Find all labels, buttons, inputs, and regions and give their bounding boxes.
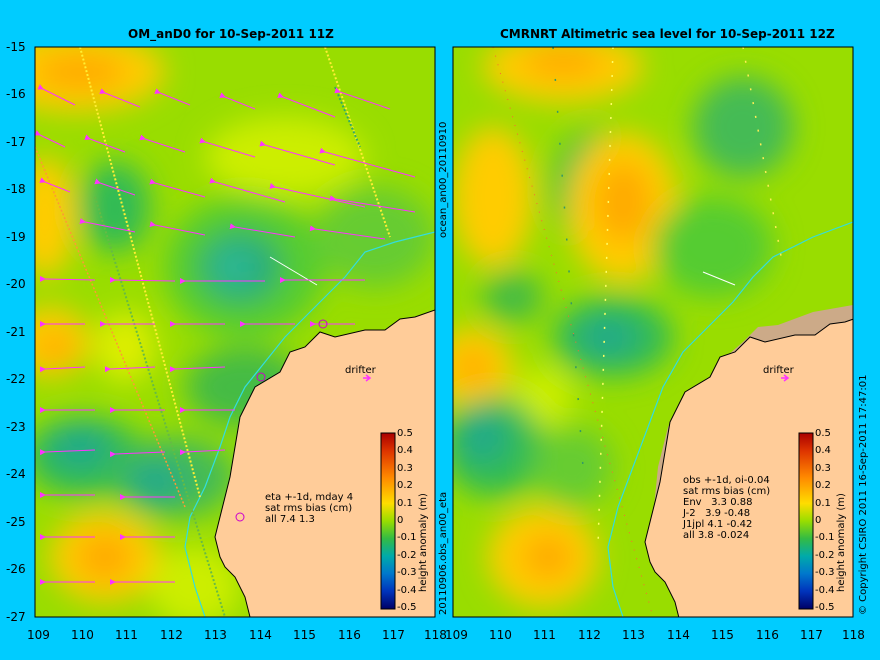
colorbar-left [380, 432, 396, 610]
colorbar-tick: -0.1 [815, 532, 835, 544]
colorbar-tick: 0.2 [397, 480, 413, 492]
x-tick: 109 [27, 628, 50, 642]
x-tick: 116 [338, 628, 361, 642]
side-label-left: 20110906.obs_an00_eta [438, 491, 449, 615]
colorbar-tick: 0.3 [397, 462, 413, 474]
x-tick: 114 [667, 628, 690, 642]
colorbar-tick: 0.5 [815, 428, 831, 439]
colorbar-tick: 0 [397, 515, 404, 526]
drifter-label-right: drifter [763, 365, 794, 376]
colorbar-tick: 0.4 [397, 445, 413, 457]
x-tick: 110 [71, 628, 94, 642]
colorbar-tick: 0 [815, 515, 822, 526]
colorbar-label-right: height anomaly (m) [836, 493, 847, 592]
x-tick: 111 [533, 628, 556, 642]
y-tick: -19 [6, 230, 26, 244]
y-tick: -27 [6, 610, 26, 624]
y-tick: -24 [6, 467, 26, 481]
y-tick: -23 [6, 420, 26, 434]
colorbar-right [798, 432, 814, 610]
colorbar-tick: 0.5 [397, 428, 413, 439]
y-tick: -18 [6, 182, 26, 196]
colorbar-tick: -0.1 [397, 532, 417, 544]
colorbar-label-left: height anomaly (m) [418, 493, 429, 592]
right-map [452, 46, 854, 618]
colorbar-tick: 0.1 [397, 497, 413, 509]
y-tick: -21 [6, 325, 26, 339]
x-tick: 114 [249, 628, 272, 642]
x-tick: 118 [842, 628, 865, 642]
y-tick: -16 [6, 87, 26, 101]
colorbar-tick: -0.3 [397, 567, 417, 579]
y-tick: -20 [6, 277, 26, 291]
x-tick: 111 [115, 628, 138, 642]
y-tick: -15 [6, 40, 26, 54]
colorbar-tick: -0.5 [815, 602, 835, 613]
colorbar-tick: -0.2 [815, 549, 835, 561]
colorbar-tick: -0.2 [397, 549, 417, 561]
x-tick: 117 [382, 628, 405, 642]
current-arrows [35, 84, 416, 585]
copyright-label: © Copyright CSIRO 2011 16-Sep-2011 17:47… [858, 374, 869, 615]
x-tick: 118 [424, 628, 447, 642]
colorbar-tick: -0.5 [397, 602, 417, 613]
y-tick: -26 [6, 562, 26, 576]
x-tick: 113 [204, 628, 227, 642]
colorbar-tick: -0.3 [815, 567, 835, 579]
x-tick: 116 [756, 628, 779, 642]
land-mass [214, 309, 435, 617]
x-tick: 109 [445, 628, 468, 642]
x-tick: 115 [293, 628, 316, 642]
annotation-right: obs +-1d, oi-0.04 sat rms bias (cm) Env … [683, 475, 771, 541]
colorbar-tick: 0.2 [815, 480, 831, 492]
drifter-label-left: drifter [345, 365, 376, 376]
y-tick: -17 [6, 135, 26, 149]
x-tick: 117 [800, 628, 823, 642]
y-tick: -25 [6, 515, 26, 529]
annotation-left: eta +-1d, mday 4 sat rms bias (cm) all 7… [265, 492, 354, 525]
y-tick: -22 [6, 372, 26, 386]
colorbar-tick: -0.4 [397, 584, 417, 596]
x-tick: 112 [578, 628, 601, 642]
side-label-right: ocean_an00_20110910 [438, 121, 449, 238]
colorbar-tick: -0.4 [815, 584, 835, 596]
left-map [34, 46, 436, 618]
colorbar-tick: 0.4 [815, 445, 831, 457]
x-tick: 113 [622, 628, 645, 642]
panel-title-left: OM_anD0 for 10-Sep-2011 11Z [128, 27, 334, 41]
panel-title-right: CMRNRT Altimetric sea level for 10-Sep-2… [500, 27, 835, 41]
colorbar-tick: 0.1 [815, 497, 831, 509]
colorbar-tick: 0.3 [815, 462, 831, 474]
x-tick: 110 [489, 628, 512, 642]
x-tick: 115 [711, 628, 734, 642]
x-tick: 112 [160, 628, 183, 642]
